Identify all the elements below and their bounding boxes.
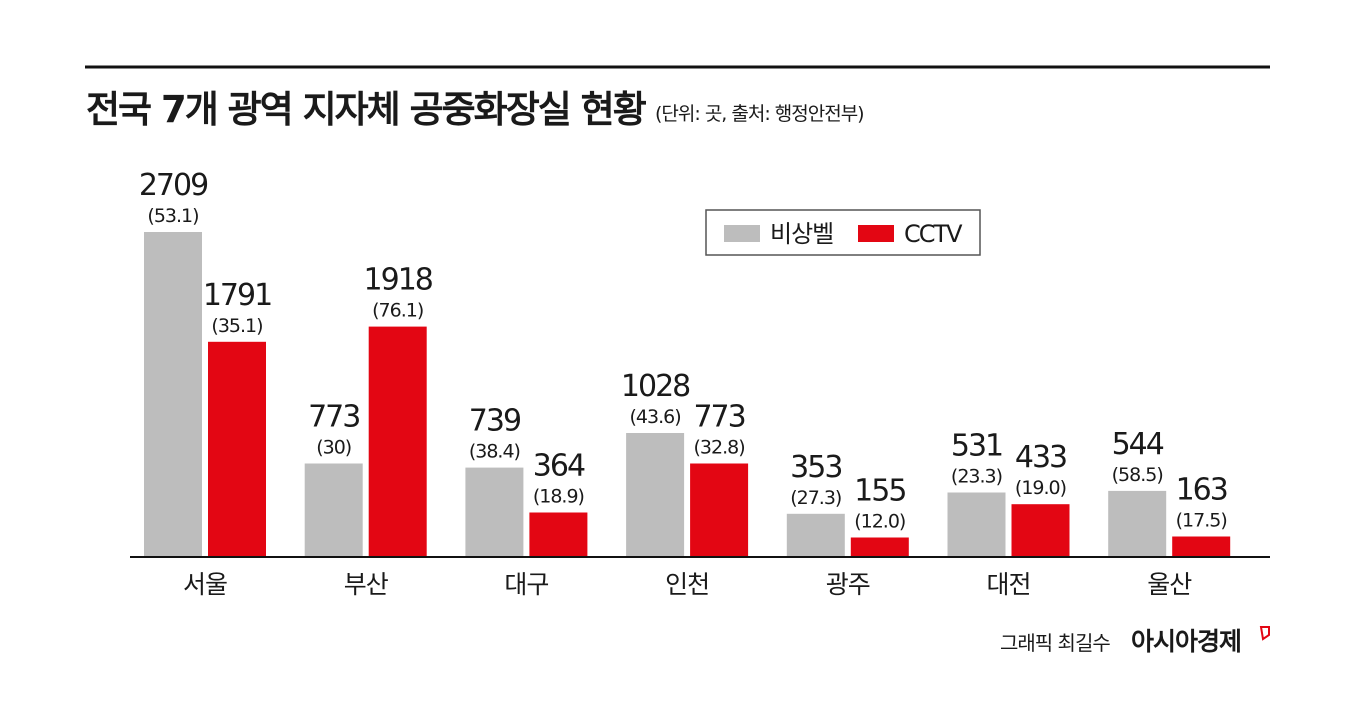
bar-cctv-3 — [690, 463, 749, 556]
percent-label-cctv-0: (35.1) — [211, 315, 262, 337]
percent-label-bell-4: (27.3) — [790, 487, 841, 509]
value-label-cctv-6: 163 — [1176, 473, 1227, 508]
value-label-bell-2: 739 — [469, 404, 520, 439]
bar-marks — [144, 232, 1231, 556]
percent-label-bell-3: (43.6) — [630, 406, 681, 428]
x-tick-label-3: 인천 — [665, 570, 709, 599]
percent-label-bell-0: (53.1) — [147, 205, 198, 227]
x-tick-label-5: 대전 — [986, 570, 1030, 599]
bar-bell-1 — [304, 463, 363, 556]
credit-author: 그래픽 최길수 — [1000, 631, 1110, 655]
value-label-cctv-3: 773 — [693, 400, 744, 435]
value-label-bell-6: 544 — [1112, 427, 1164, 462]
credit-brand: 아시아경제 — [1131, 627, 1241, 656]
bar-bell-5 — [947, 492, 1006, 556]
value-label-cctv-4: 155 — [854, 474, 905, 509]
percent-label-cctv-3: (32.8) — [694, 437, 745, 459]
bar-bell-3 — [626, 433, 685, 556]
brand-mark-icon — [1259, 626, 1270, 641]
bar-cctv-1 — [368, 326, 427, 556]
value-label-cctv-1: 1918 — [364, 263, 433, 298]
bar-bell-2 — [465, 467, 524, 556]
percent-label-bell-1: (30) — [316, 437, 351, 459]
value-label-bell-1: 773 — [308, 400, 359, 435]
x-tick-label-1: 부산 — [344, 570, 389, 599]
bar-bell-6 — [1108, 490, 1167, 556]
value-label-bell-0: 2709 — [139, 168, 207, 203]
chart-subtitle: (단위: 곳, 출처: 행정안전부) — [655, 103, 864, 125]
percent-label-cctv-4: (12.0) — [854, 511, 905, 533]
bar-cctv-0 — [208, 341, 266, 556]
bar-cctv-2 — [529, 512, 588, 556]
value-label-bell-4: 353 — [790, 450, 841, 485]
x-tick-label-4: 광주 — [826, 570, 870, 599]
percent-label-cctv-2: (18.9) — [533, 486, 584, 508]
x-tick-label-6: 울산 — [1147, 570, 1192, 599]
legend-swatch-cctv — [858, 225, 894, 242]
percent-label-bell-5: (23.3) — [951, 466, 1002, 488]
value-label-cctv-0: 1791 — [203, 278, 271, 313]
x-tick-label-2: 대구 — [504, 570, 548, 599]
value-label-cctv-5: 433 — [1015, 440, 1066, 475]
bar-cctv-6 — [1172, 536, 1231, 556]
percent-label-cctv-6: (17.5) — [1176, 510, 1227, 532]
value-label-bell-3: 1028 — [621, 369, 690, 404]
legend: 비상벨 CCTV — [705, 209, 981, 256]
legend-label-cctv: CCTV — [904, 220, 963, 248]
bar-bell-0 — [144, 232, 202, 556]
x-tick-label-0: 서울 — [183, 570, 227, 599]
percent-label-bell-2: (38.4) — [469, 441, 520, 463]
legend-box — [705, 209, 981, 256]
data-labels: (53.1)2709(35.1)1791(30)773(76.1)1918(38… — [139, 168, 1229, 533]
percent-label-cctv-1: (76.1) — [372, 300, 423, 322]
legend-label-bell: 비상벨 — [770, 220, 833, 248]
percent-label-cctv-5: (19.0) — [1015, 477, 1066, 499]
percent-label-bell-6: (58.5) — [1112, 464, 1163, 486]
chart-title: 전국 7개 광역 지자체 공중화장실 현황 — [86, 88, 647, 131]
bar-cctv-5 — [1011, 504, 1070, 556]
bar-cctv-4 — [850, 537, 909, 556]
x-tick-labels: 서울 부산 대구 인천 광주 대전 울산 — [183, 570, 1193, 599]
bar-bell-4 — [786, 513, 845, 556]
value-label-bell-5: 531 — [951, 429, 1002, 464]
value-label-cctv-2: 364 — [533, 449, 585, 484]
legend-swatch-bell — [724, 225, 760, 242]
